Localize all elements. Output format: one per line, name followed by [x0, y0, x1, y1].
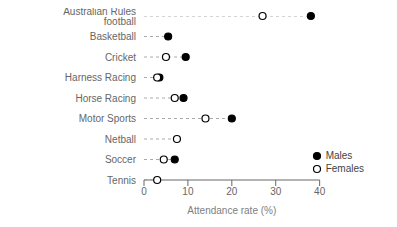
- svg-text:Attendance rate (%): Attendance rate (%): [187, 205, 276, 216]
- svg-text:Australian Rulesfootball: Australian Rulesfootball: [63, 8, 136, 27]
- html-text:Females: Females: [325, 163, 364, 174]
- svg-text:Harness Racing: Harness Racing: [65, 72, 136, 83]
- svg-text:0: 0: [141, 186, 147, 197]
- svg-text:Motor Sports: Motor Sports: [79, 113, 136, 124]
- svg-text:Netball: Netball: [105, 134, 136, 145]
- svg-text:30: 30: [270, 186, 282, 197]
- svg-text:Cricket: Cricket: [105, 52, 136, 63]
- svg-text:Horse Racing: Horse Racing: [75, 93, 136, 104]
- svg-text:10: 10: [182, 186, 194, 197]
- svg-text:Basketball: Basketball: [90, 31, 136, 42]
- svg-text:40: 40: [314, 186, 326, 197]
- svg-text:Tennis: Tennis: [107, 175, 136, 186]
- svg-text:Soccer: Soccer: [105, 154, 137, 165]
- svg-text:20: 20: [226, 186, 238, 197]
- html-text:Males: Males: [325, 150, 353, 161]
